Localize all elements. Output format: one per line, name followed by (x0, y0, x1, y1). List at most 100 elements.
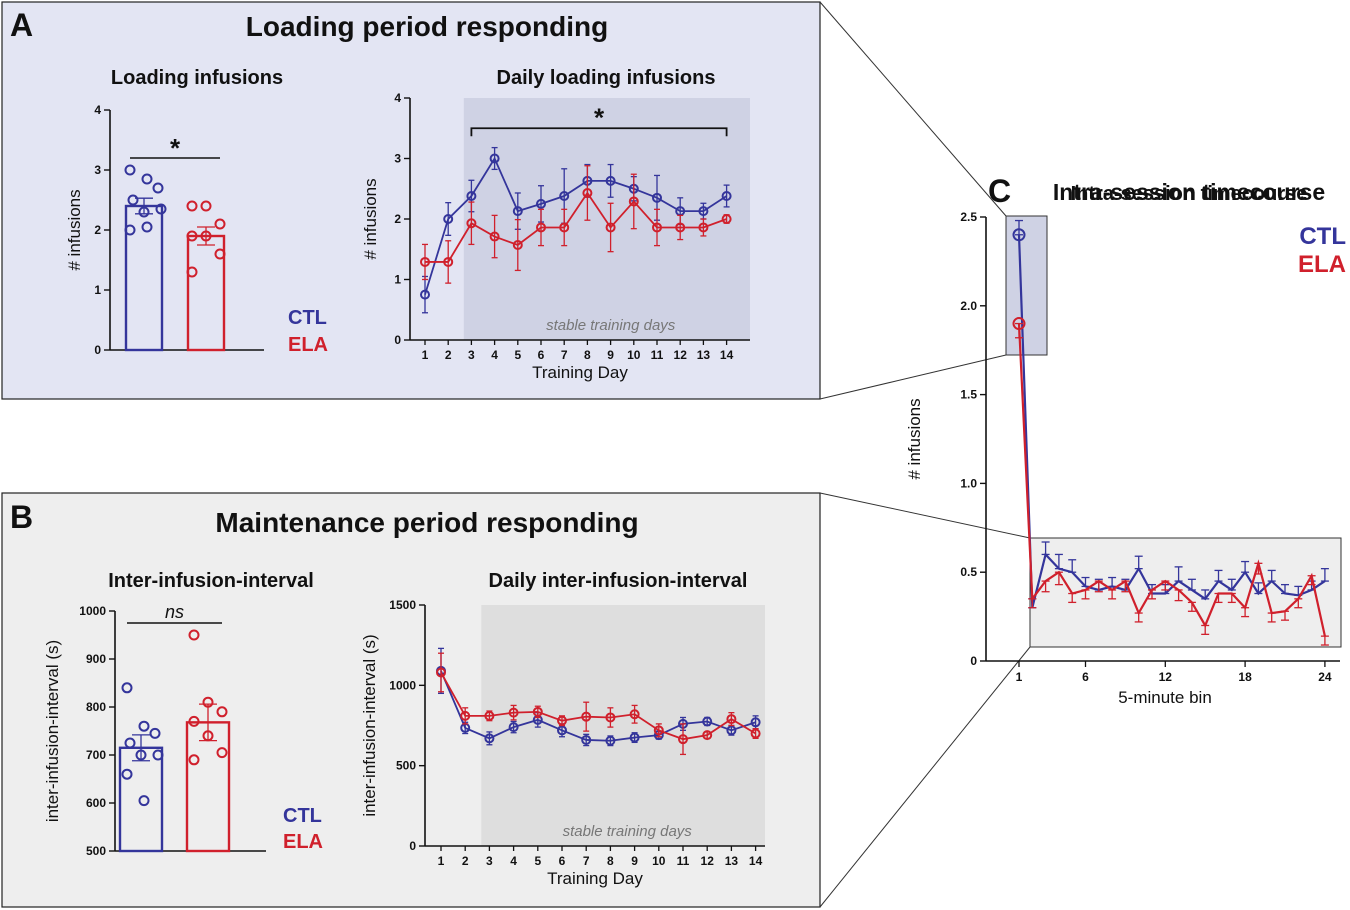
b2-point-ctl (557, 725, 567, 736)
b1-data-point (138, 795, 150, 807)
c-x-tick-label: 1 (1016, 670, 1023, 684)
b1-data-point (216, 747, 228, 759)
b2-point-ela (532, 706, 543, 717)
a2-x-tick-label: 9 (607, 348, 614, 362)
a2-point-ela (652, 222, 662, 233)
b2-title: Daily inter-infusion-interval (489, 570, 748, 592)
c-y-tick-label: 0 (970, 654, 977, 668)
b2-x-tick-label: 10 (652, 854, 666, 868)
b2-x-tick-label: 6 (559, 854, 566, 868)
a1-data-point (141, 173, 153, 185)
a1-y-tick-label: 2 (94, 223, 101, 237)
b2-x-tick-label: 9 (631, 854, 638, 868)
a2-x-tick-label: 5 (514, 348, 521, 362)
c-x-tick-label: 18 (1238, 670, 1252, 684)
a2-point-ela (605, 222, 616, 233)
a2-point-ela (628, 196, 639, 207)
a2-x-tick-label: 11 (651, 348, 664, 362)
b2-point-ela (508, 707, 519, 718)
a2-x-tick-label: 8 (584, 348, 591, 362)
a1-y-tick-label: 0 (94, 343, 101, 357)
c-y-tick-label: 2.5 (960, 210, 977, 224)
a2-y-tick-label: 0 (394, 333, 401, 347)
b2-point-ela (750, 728, 761, 739)
c-title: Intra-session timecourse (1053, 179, 1325, 205)
a2-x-tick-label: 3 (468, 348, 475, 362)
a2-point-ctl (698, 206, 709, 217)
b1-data-point (124, 737, 136, 749)
b1-title: Inter-infusion-interval (108, 570, 314, 592)
zoom-line (819, 354, 1007, 400)
b1-y-tick-label: 900 (86, 652, 106, 666)
a2-x-tick-label: 1 (422, 348, 429, 362)
a1-data-point (200, 200, 212, 212)
b2-x-tick-label: 13 (725, 854, 739, 868)
panel-a-title: Loading period responding (246, 11, 608, 42)
a2-significance-bracket (470, 127, 728, 137)
a2-x-tick-label: 6 (538, 348, 545, 362)
a2-stable-label: stable training days (546, 317, 676, 334)
a1-data-point (138, 206, 150, 218)
b2-point-ela (436, 667, 446, 678)
panel-letter-b: B (10, 499, 33, 535)
legend-ctl-b: CTL (283, 805, 322, 827)
a2-x-tick-label: 12 (674, 348, 688, 362)
a2-stable-region (463, 98, 750, 340)
b2-point-ctl (605, 735, 616, 746)
a2-y-tick-label: 4 (394, 91, 401, 105)
a2-point-ela (512, 240, 523, 251)
a2-point-ela (466, 218, 477, 229)
c-y-label: # infusions (905, 398, 924, 479)
a2-point-ctl (605, 175, 616, 186)
a2-point-ela (559, 222, 570, 233)
b2-x-tick-label: 14 (749, 854, 763, 868)
panel-letter-c: C (988, 173, 1011, 209)
zoom-line (819, 492, 1031, 539)
a2-point-ctl (652, 192, 662, 203)
b2-point-ela (726, 714, 737, 725)
b2-point-ctl (726, 725, 737, 736)
a2-point-ctl (466, 191, 477, 202)
b2-point-ela (653, 725, 664, 736)
a1-data-point (155, 203, 167, 215)
a2-y-tick-label: 2 (394, 212, 401, 226)
b1-data-point (202, 730, 214, 742)
b1-significance-label: ns (165, 602, 184, 622)
b1-data-point (188, 629, 200, 641)
a2-point-ctl (420, 289, 430, 300)
a2-title: Daily loading infusions (497, 67, 716, 89)
b2-point-ctl (581, 734, 592, 745)
b1-y-tick-label: 700 (86, 748, 106, 762)
a2-point-ela (721, 214, 732, 224)
a1-y-label: # infusions (65, 189, 84, 270)
b2-point-ela (629, 709, 640, 720)
a2-x-tick-label: 4 (491, 348, 498, 362)
a2-x-label: Training Day (532, 363, 628, 382)
legend-ctl-a: CTL (288, 307, 327, 329)
c-y-tick-label: 1.5 (960, 388, 977, 402)
legend-ctl-c: CTL (1299, 223, 1346, 250)
a2-point-ctl (512, 206, 523, 217)
a1-significance-label: * (170, 133, 181, 163)
b2-point-ctl (508, 722, 519, 733)
a2-x-tick-label: 14 (720, 348, 734, 362)
a1-y-tick-label: 3 (94, 163, 101, 177)
a1-data-point (141, 221, 153, 233)
a1-data-point (200, 230, 212, 242)
b2-y-label: inter-infusion-interval (s) (360, 634, 379, 816)
b2-point-ctl (629, 732, 640, 743)
a1-data-point (124, 164, 136, 176)
a2-point-ela (698, 222, 709, 233)
a1-data-point (214, 248, 226, 260)
b1-data-point (188, 754, 200, 766)
c-title: Intra-session timecourse (1071, 183, 1308, 205)
b2-y-tick-label: 0 (409, 839, 416, 853)
a2-significance-label: * (594, 102, 605, 132)
b1-y-tick-label: 500 (86, 844, 106, 858)
b1-data-point (202, 696, 214, 708)
c-line-ela (1017, 323, 1326, 637)
a2-x-tick-label: 10 (627, 348, 641, 362)
b2-x-label: Training Day (547, 869, 643, 888)
c-line-ctl (1017, 234, 1326, 608)
